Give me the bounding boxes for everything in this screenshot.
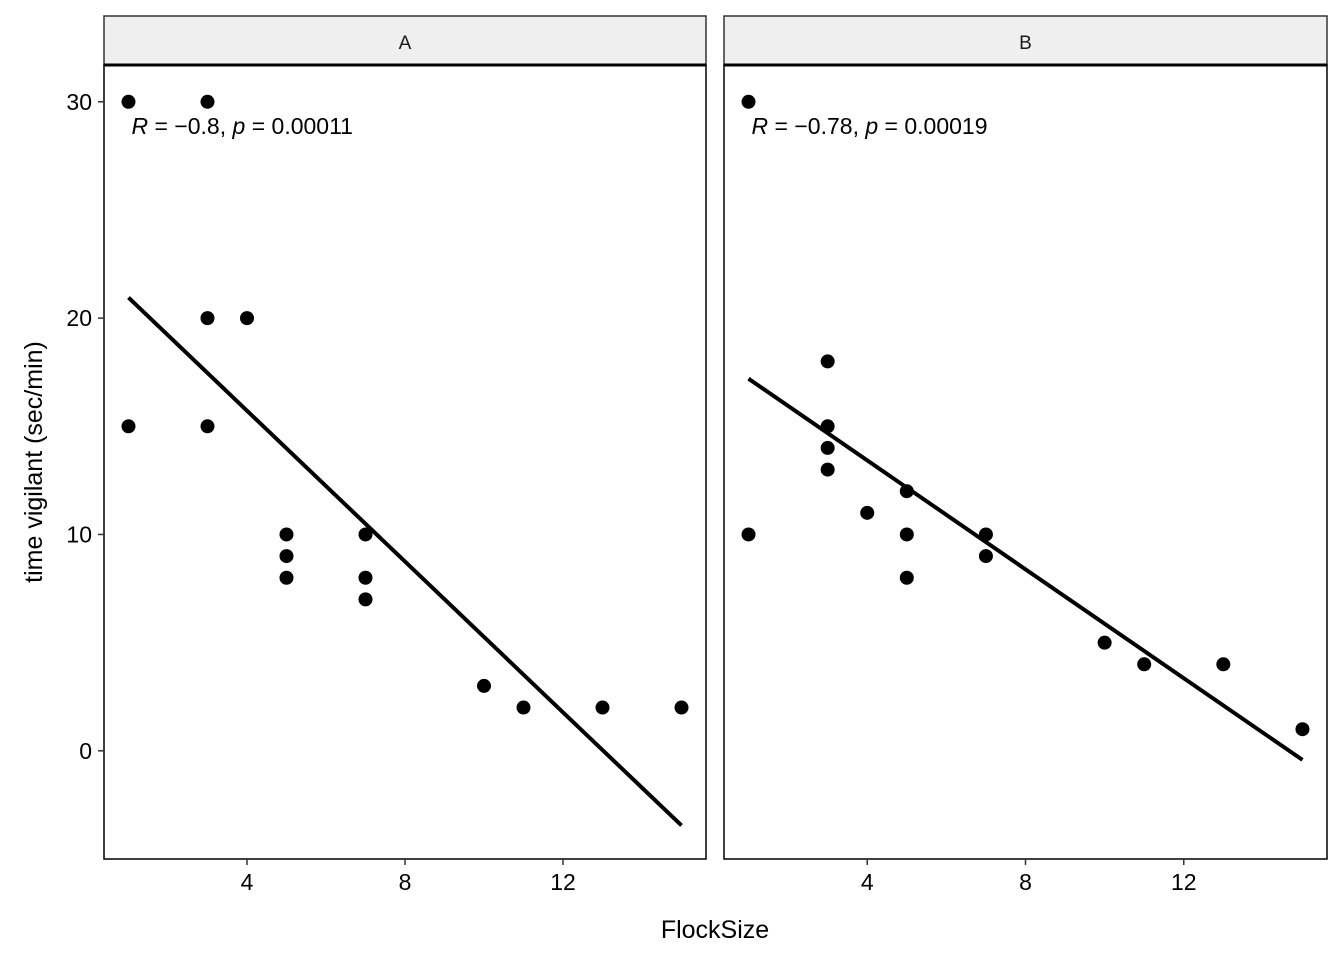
data-point bbox=[595, 700, 610, 715]
data-point bbox=[820, 354, 835, 369]
facet-strip-label: B bbox=[1019, 33, 1032, 54]
data-point bbox=[741, 527, 756, 542]
data-point bbox=[741, 94, 756, 109]
data-point bbox=[978, 549, 993, 564]
data-point bbox=[200, 94, 215, 109]
y-axis-title: time vigilant (sec/min) bbox=[20, 341, 48, 583]
regression-line bbox=[127, 296, 683, 827]
facet-strip-label: A bbox=[399, 33, 412, 54]
data-point bbox=[200, 419, 215, 434]
panel-border bbox=[723, 64, 1328, 860]
data-point bbox=[239, 311, 254, 326]
data-point bbox=[1295, 722, 1310, 737]
y-tick-label: 10 bbox=[66, 521, 92, 547]
data-point bbox=[358, 592, 373, 607]
data-point bbox=[477, 678, 492, 693]
data-point bbox=[899, 527, 914, 542]
y-tick-label: 0 bbox=[79, 738, 92, 764]
data-point bbox=[358, 570, 373, 585]
panel-a: A 4 8 12 0 10 20 30 R = −0.8, p = 0.00011 bbox=[66, 15, 707, 895]
data-point bbox=[358, 527, 373, 542]
x-tick-label: 12 bbox=[550, 869, 576, 895]
y-tick-label: 30 bbox=[66, 89, 92, 115]
data-point bbox=[516, 700, 531, 715]
correlation-annotation: R = −0.78, p = 0.00019 bbox=[752, 113, 988, 139]
y-tick-label: 20 bbox=[66, 305, 92, 331]
facet-strip bbox=[103, 15, 707, 66]
data-point bbox=[820, 462, 835, 477]
x-tick-label: 12 bbox=[1171, 869, 1197, 895]
data-point bbox=[279, 527, 294, 542]
facet-strip bbox=[723, 15, 1328, 66]
data-point bbox=[899, 570, 914, 585]
data-point bbox=[279, 549, 294, 564]
correlation-annotation: R = −0.8, p = 0.00011 bbox=[131, 113, 352, 139]
data-point bbox=[121, 94, 136, 109]
x-tick-label: 4 bbox=[241, 869, 254, 895]
data-point bbox=[820, 440, 835, 455]
data-point bbox=[1216, 657, 1231, 672]
data-point bbox=[1097, 635, 1112, 650]
x-tick-label: 8 bbox=[1019, 869, 1032, 895]
x-tick-label: 4 bbox=[861, 869, 874, 895]
data-point bbox=[279, 570, 294, 585]
x-axis-title: FlockSize bbox=[661, 916, 769, 944]
data-point bbox=[200, 311, 215, 326]
data-point bbox=[1137, 657, 1152, 672]
panel-b: B 4 8 12 R = −0.78, p = 0.00019 bbox=[723, 15, 1328, 895]
data-point bbox=[121, 419, 136, 434]
panel-border bbox=[103, 64, 707, 860]
data-point bbox=[674, 700, 689, 715]
data-point bbox=[860, 505, 875, 520]
x-tick-label: 8 bbox=[399, 869, 412, 895]
regression-line bbox=[747, 377, 1304, 762]
